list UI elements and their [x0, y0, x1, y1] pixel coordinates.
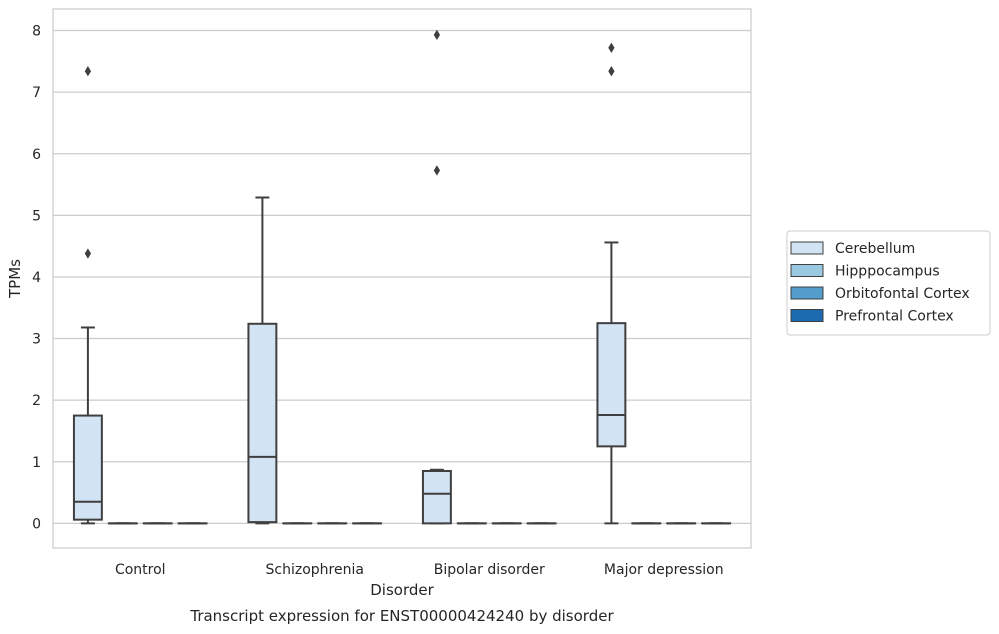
- y-tick-label: 7: [32, 85, 41, 101]
- outlier-point: [433, 29, 441, 41]
- legend-item: Prefrontal Cortex: [790, 309, 954, 325]
- legend-label: Cerebellum: [835, 241, 915, 257]
- y-tick-label: 4: [32, 270, 41, 286]
- legend-label: Hipppocampus: [835, 264, 940, 280]
- box-iqr: [596, 322, 627, 448]
- y-tick-label: 1: [32, 455, 41, 471]
- legend-item: Orbitofontal Cortex: [790, 286, 970, 302]
- legend-item: Hipppocampus: [790, 264, 940, 280]
- legend-swatch: [790, 264, 824, 277]
- y-axis-label: TPMs: [6, 259, 24, 299]
- chart-caption: Transcript expression for ENST0000042424…: [189, 607, 614, 625]
- x-tick-label: Control: [115, 562, 166, 578]
- box-plot-box: [596, 42, 627, 525]
- outlier-point: [84, 248, 92, 259]
- legend-swatch: [790, 309, 824, 322]
- y-tick-label: 8: [32, 24, 41, 40]
- y-tick-label: 6: [32, 147, 41, 163]
- outlier-point: [433, 165, 441, 176]
- box-iqr: [421, 470, 452, 525]
- outlier-point: [608, 66, 615, 77]
- plot-area-frame: [52, 8, 752, 549]
- legend: Cerebellum Hipppocampus Orbitofontal Corte…: [786, 230, 991, 336]
- box-plot-series: [72, 29, 732, 525]
- box-plot-box: [421, 29, 452, 525]
- x-axis-label: Disorder: [370, 581, 434, 599]
- y-tick-label: 0: [32, 516, 41, 532]
- x-axis-ticks: Control Schizophrenia Bipolar disorder Majo…: [115, 562, 724, 578]
- x-tick-label: Major depression: [604, 562, 724, 578]
- y-tick-label: 2: [32, 393, 41, 409]
- x-tick-label: Bipolar disorder: [434, 562, 545, 578]
- legend-swatch: [790, 241, 824, 255]
- grid-lines: [53, 29, 751, 524]
- box-iqr: [247, 322, 278, 524]
- outlier-point: [84, 66, 92, 77]
- box-plot-box: [247, 196, 278, 525]
- legend-swatch: [790, 286, 824, 300]
- legend-item: Cerebellum: [790, 241, 915, 257]
- box-plot-box: [72, 66, 103, 525]
- y-tick-label: 5: [32, 208, 41, 224]
- legend-frame: [786, 230, 991, 336]
- y-axis-ticks: 0 1 2 3 4 5 6 7 8: [32, 24, 41, 533]
- x-tick-label: Schizophrenia: [266, 562, 364, 578]
- y-tick-label: 3: [32, 332, 41, 348]
- box-iqr: [72, 414, 103, 521]
- legend-label: Prefrontal Cortex: [835, 309, 954, 325]
- outlier-point: [608, 42, 615, 53]
- legend-label: Orbitofontal Cortex: [835, 286, 970, 302]
